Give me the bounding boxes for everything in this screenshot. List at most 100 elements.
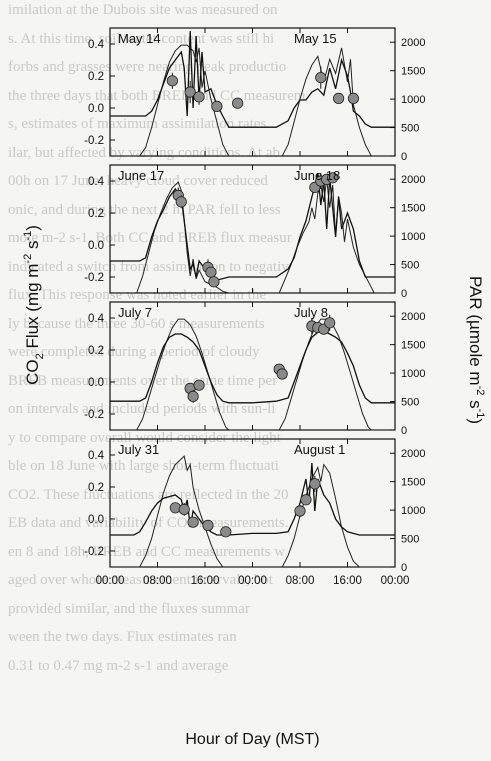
panel-2: [109, 164, 396, 294]
axis-label-part: -1: [474, 409, 486, 419]
y-right-tick-label: 500: [401, 534, 419, 546]
co2-flux-series-line: [110, 172, 395, 281]
chamber-measurement-point: [211, 100, 223, 113]
y-left-tick-label: 0.4: [88, 39, 105, 51]
y-right-tick-label: 1000: [401, 368, 425, 380]
panel-3: [109, 301, 396, 431]
x-tick-label: 00:00: [238, 575, 267, 587]
axis-label-part: ): [466, 418, 485, 424]
chamber-measurement-point: [309, 478, 321, 490]
background-text-line: aged over whole measurement intervals, b…: [8, 572, 273, 588]
chamber-measurement-point: [300, 494, 312, 506]
chamber-measurement-point: [332, 92, 345, 105]
background-text-line: onic, and during the next 2 h, PAR fell …: [8, 201, 281, 218]
y-left-tick-label: 0.4: [88, 313, 105, 325]
y-right-tick-label: 2000: [401, 174, 425, 186]
y-right-tick-label: 1000: [401, 94, 425, 106]
y-left-tick-label: 0.2: [88, 208, 104, 220]
chamber-measurement-point: [178, 503, 190, 515]
chamber-measurement-point: [193, 379, 205, 391]
chamber-measurement-point: [315, 72, 327, 84]
panel-frame: [109, 438, 396, 568]
x-axis-label: Hour of Day (MST): [185, 731, 319, 748]
background-text-line: forbs and grasses were nearing peak prod…: [8, 59, 287, 75]
background-text-line: ble on 18 June with large short-term flu…: [8, 458, 279, 474]
panel-day-label-2: May 15: [294, 31, 337, 46]
background-text-line: s, estimates of maximum assimilation rat…: [8, 116, 267, 132]
y-left-tick-label: 0.2: [88, 71, 104, 83]
chamber-measurement-point: [193, 91, 205, 103]
chamber-measurement-point: [347, 92, 360, 105]
chamber-measurement-point: [327, 172, 339, 184]
background-text-line: the three days that both BREB and CC mea…: [8, 87, 306, 104]
chamber-measurement-point: [208, 276, 220, 288]
y-right-tick-label: 0: [401, 288, 407, 300]
panel-day-label-2: July 8: [294, 305, 328, 320]
chamber-measurement-point: [202, 519, 214, 532]
y-left-tick-label: -0.2: [84, 546, 104, 558]
y-right-tick-label: 1500: [401, 477, 425, 489]
y-right-tick-label: 1500: [401, 203, 425, 215]
y-left-tick-label: -0.2: [84, 409, 104, 421]
y-left-tick-label: -0.2: [84, 135, 104, 147]
chamber-measurement-point: [166, 75, 178, 87]
background-text-line: CO2. These fluctuations are reflected in…: [8, 486, 289, 503]
y-right-tick-label: 2000: [401, 448, 425, 460]
y-right-tick-label: 500: [401, 397, 419, 409]
axis-label-part: Flux (mg m: [23, 264, 42, 354]
co2-flux-series-line: [110, 31, 395, 128]
x-tick-label: 08:00: [143, 575, 172, 587]
background-text-line: imilation at the Dubois site was measure…: [8, 2, 278, 18]
chamber-measurement-point: [187, 516, 199, 528]
panel-day-label-1: June 17: [118, 168, 164, 183]
chamber-measurement-point: [220, 526, 232, 538]
axis-label-part: ): [23, 225, 42, 231]
background-text-line: indicated a switch from assimilation to …: [8, 258, 289, 275]
panel-frame: [109, 164, 396, 294]
x-tick-label: 16:00: [333, 575, 362, 587]
panel-frame: [109, 301, 396, 431]
co2-flux-series-line: [110, 462, 395, 536]
co2-flux-series-line: [110, 330, 395, 404]
x-tick-label: 08:00: [286, 575, 315, 587]
panel-1: [109, 27, 396, 157]
panel-4: [109, 438, 396, 568]
chamber-measurement-point: [324, 317, 336, 329]
chamber-measurement-point: [276, 368, 288, 380]
background-text-line: s. At this time, soil water content was …: [8, 30, 275, 47]
background-text-line: BREB measurements over the same time per: [8, 372, 278, 389]
y-left-tick-label: -0.2: [84, 272, 104, 284]
y-left-tick-label: 0.0: [88, 514, 104, 526]
y-right-tick-label: 0: [401, 151, 407, 163]
y-right-tick-label: 1500: [401, 66, 425, 78]
y-right-tick-label: 2000: [401, 37, 425, 49]
par-series-line: [110, 318, 395, 431]
y-left-tick-label: 0.0: [88, 377, 104, 389]
y-left-tick-label: 0.4: [88, 450, 105, 462]
y-right-tick-label: 500: [401, 260, 419, 272]
background-text-line: 0.31 to 0.47 mg m-2 s-1 and average: [8, 657, 229, 674]
chamber-measurement-point: [294, 505, 306, 517]
y-right-tick-label: 1000: [401, 505, 425, 517]
background-text-line: flux. This response was noted earlier in…: [8, 287, 266, 303]
background-text-line: on intervals and included periods with s…: [8, 401, 276, 417]
y-left-tick-label: 0.2: [88, 482, 104, 494]
y-right-tick-label: 0: [401, 425, 407, 437]
background-text-line: EB data and variability of CO2 measureme…: [8, 515, 289, 531]
panel-day-label-2: June 18: [294, 168, 340, 183]
y-left-tick-label: 0.2: [88, 345, 104, 357]
y-left-axis-label: CO2 Flux (mg m-2 s-1): [22, 225, 46, 385]
axis-label-part: -1: [22, 231, 34, 241]
axis-label-part: PAR (µmole m: [466, 276, 485, 386]
panel-day-label-1: July 31: [118, 442, 159, 457]
axis-label-part: s: [23, 241, 42, 254]
y-left-tick-label: 0.0: [88, 103, 104, 115]
background-text-line: ween the two days. Flux estimates ran: [8, 629, 237, 645]
axis-label-part: s: [466, 395, 485, 408]
y-right-tick-label: 2000: [401, 311, 425, 323]
y-right-tick-label: 500: [401, 123, 419, 135]
chamber-measurement-point: [187, 390, 199, 402]
par-series-line: [110, 455, 395, 568]
y-right-tick-label: 1000: [401, 231, 425, 243]
